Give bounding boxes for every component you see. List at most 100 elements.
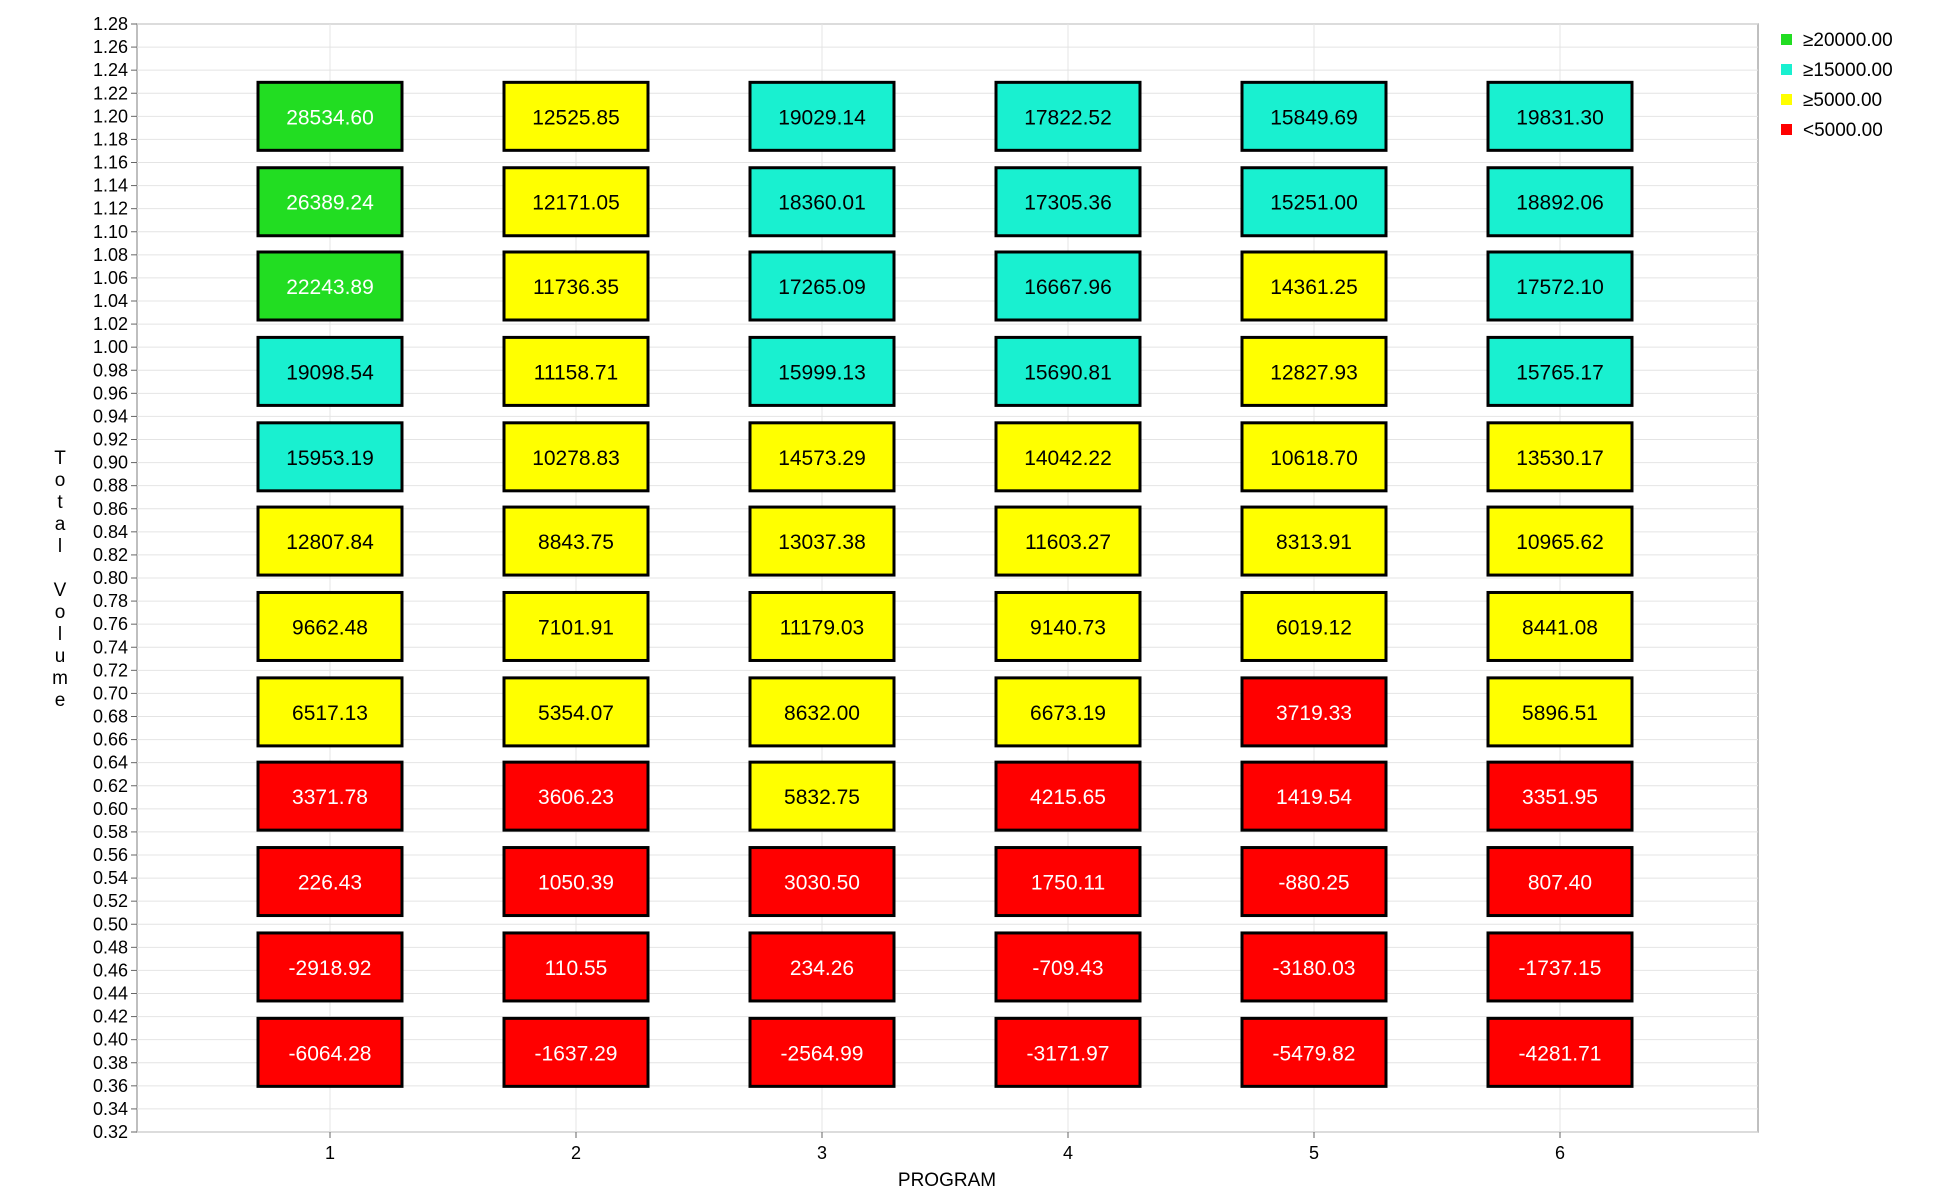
y-axis-ticks: 0.32 0.34 0.36 0.38 0.40 0.42 0.44 0.46 0.48 0.50…	[93, 14, 137, 1142]
cell-value-label: 5354.07	[538, 702, 614, 725]
y-tick-label: 0.88	[93, 476, 128, 496]
y-tick-label: 0.98	[93, 360, 128, 380]
cell-value-label: 14361.25	[1270, 276, 1358, 299]
heatmap-cell	[748, 760, 896, 832]
y-tick-label: 1.08	[93, 245, 128, 265]
cell-value-label: 16667.96	[1024, 276, 1112, 299]
y-tick-label: 0.56	[93, 845, 128, 865]
heatmap-cell	[256, 421, 404, 493]
y-axis-title-letter: l	[58, 624, 62, 645]
cell-value-label: 3371.78	[292, 786, 368, 809]
cell-value-label: 12807.84	[286, 531, 374, 554]
heatmap-cell	[748, 590, 896, 662]
heatmap-cell	[994, 760, 1142, 832]
cell-value-label: -2564.99	[781, 1042, 864, 1065]
y-tick-label: 0.84	[93, 522, 128, 542]
y-tick-label: 1.28	[93, 14, 128, 34]
legend-swatch	[1781, 34, 1792, 45]
cell-value-label: 226.43	[298, 872, 362, 895]
x-tick-label: 2	[571, 1143, 581, 1163]
y-tick-label: 0.80	[93, 568, 128, 588]
heatmap-cell	[1240, 166, 1388, 238]
y-tick-label: 1.24	[93, 60, 128, 80]
cell-value-label: -1737.15	[1519, 957, 1602, 980]
heatmap-cell	[1486, 760, 1634, 832]
cell-value-label: 13037.38	[778, 531, 866, 554]
heatmap-cell	[1486, 335, 1634, 407]
cell-value-label: 7101.91	[538, 616, 614, 639]
heatmap-cell	[502, 421, 650, 493]
y-tick-label: 0.48	[93, 937, 128, 957]
heatmap-cell	[1486, 250, 1634, 322]
heatmap-cell	[1240, 676, 1388, 748]
cell-value-label: -4281.71	[1519, 1042, 1602, 1065]
x-tick-label: 6	[1555, 1143, 1565, 1163]
heatmap-cell	[502, 80, 650, 152]
cell-value-label: 8843.75	[538, 531, 614, 554]
cell-value-label: 6019.12	[1276, 616, 1352, 639]
y-axis-title-letter: e	[55, 690, 66, 711]
legend-label: <5000.00	[1803, 120, 1883, 141]
cell-value-label: 110.55	[545, 957, 608, 980]
y-axis-title-letter: u	[55, 646, 66, 667]
cell-value-label: -2918.92	[289, 957, 372, 980]
legend-swatch	[1781, 64, 1792, 75]
heatmap-cell	[502, 846, 650, 918]
cell-value-label: -5479.82	[1273, 1042, 1356, 1065]
heatmap-cell	[1486, 166, 1634, 238]
cell-value-label: 11179.03	[780, 616, 864, 639]
cell-value-label: 17305.36	[1024, 192, 1112, 215]
heatmap-cell	[1240, 760, 1388, 832]
cell-value-label: 12525.85	[532, 106, 620, 129]
heatmap-cell	[748, 166, 896, 238]
heatmap-cell	[1486, 590, 1634, 662]
y-axis-title-letter: t	[57, 492, 63, 513]
heatmap-cell	[748, 846, 896, 918]
heatmap-cell	[1486, 846, 1634, 918]
heatmap-cell	[994, 676, 1142, 748]
heatmap-cell	[748, 931, 896, 1003]
y-tick-label: 0.38	[93, 1053, 128, 1073]
heatmap-cell	[1486, 1016, 1634, 1088]
legend-label: ≥5000.00	[1803, 90, 1882, 111]
y-tick-label: 0.78	[93, 591, 128, 611]
y-tick-label: 0.54	[93, 868, 128, 888]
cell-value-label: 15765.17	[1516, 361, 1604, 384]
cell-value-label: 1050.39	[538, 872, 614, 895]
heatmap-cell	[994, 931, 1142, 1003]
heatmap-cell	[256, 335, 404, 407]
y-tick-label: 0.66	[93, 730, 128, 750]
y-tick-label: 0.34	[93, 1099, 128, 1119]
cell-value-label: 19098.54	[286, 361, 374, 384]
y-tick-label: 1.22	[93, 83, 128, 103]
y-tick-label: 0.92	[93, 430, 128, 450]
cell-value-label: 18360.01	[778, 192, 866, 215]
heatmap-cell	[994, 590, 1142, 662]
cell-value-label: 807.40	[1528, 872, 1592, 895]
cell-value-label: 6517.13	[292, 702, 368, 725]
y-tick-label: 0.68	[93, 707, 128, 727]
heatmap-cell	[1240, 846, 1388, 918]
cell-value-label: 17822.52	[1024, 106, 1112, 129]
y-axis-title-letter: o	[55, 470, 66, 491]
legend-label: ≥20000.00	[1803, 30, 1893, 51]
heatmap-cell	[748, 250, 896, 322]
heatmap-cell	[994, 505, 1142, 577]
cell-value-label: 3030.50	[784, 872, 860, 895]
heatmap-cell	[748, 505, 896, 577]
heatmap-cell	[748, 335, 896, 407]
heatmap-cell	[1486, 931, 1634, 1003]
cell-value-label: 10278.83	[532, 447, 620, 470]
y-tick-label: 0.36	[93, 1076, 128, 1096]
cell-value-label: -6064.28	[289, 1042, 372, 1065]
heatmap-cell	[502, 760, 650, 832]
cell-value-label: 17265.09	[778, 276, 866, 299]
y-tick-label: 1.16	[93, 153, 128, 173]
cell-value-label: 8313.91	[1276, 531, 1352, 554]
heatmap-cell	[502, 505, 650, 577]
cell-value-label: 6673.19	[1030, 702, 1106, 725]
y-tick-label: 0.70	[93, 683, 128, 703]
heatmap-cell	[994, 846, 1142, 918]
y-tick-label: 0.42	[93, 1007, 128, 1027]
